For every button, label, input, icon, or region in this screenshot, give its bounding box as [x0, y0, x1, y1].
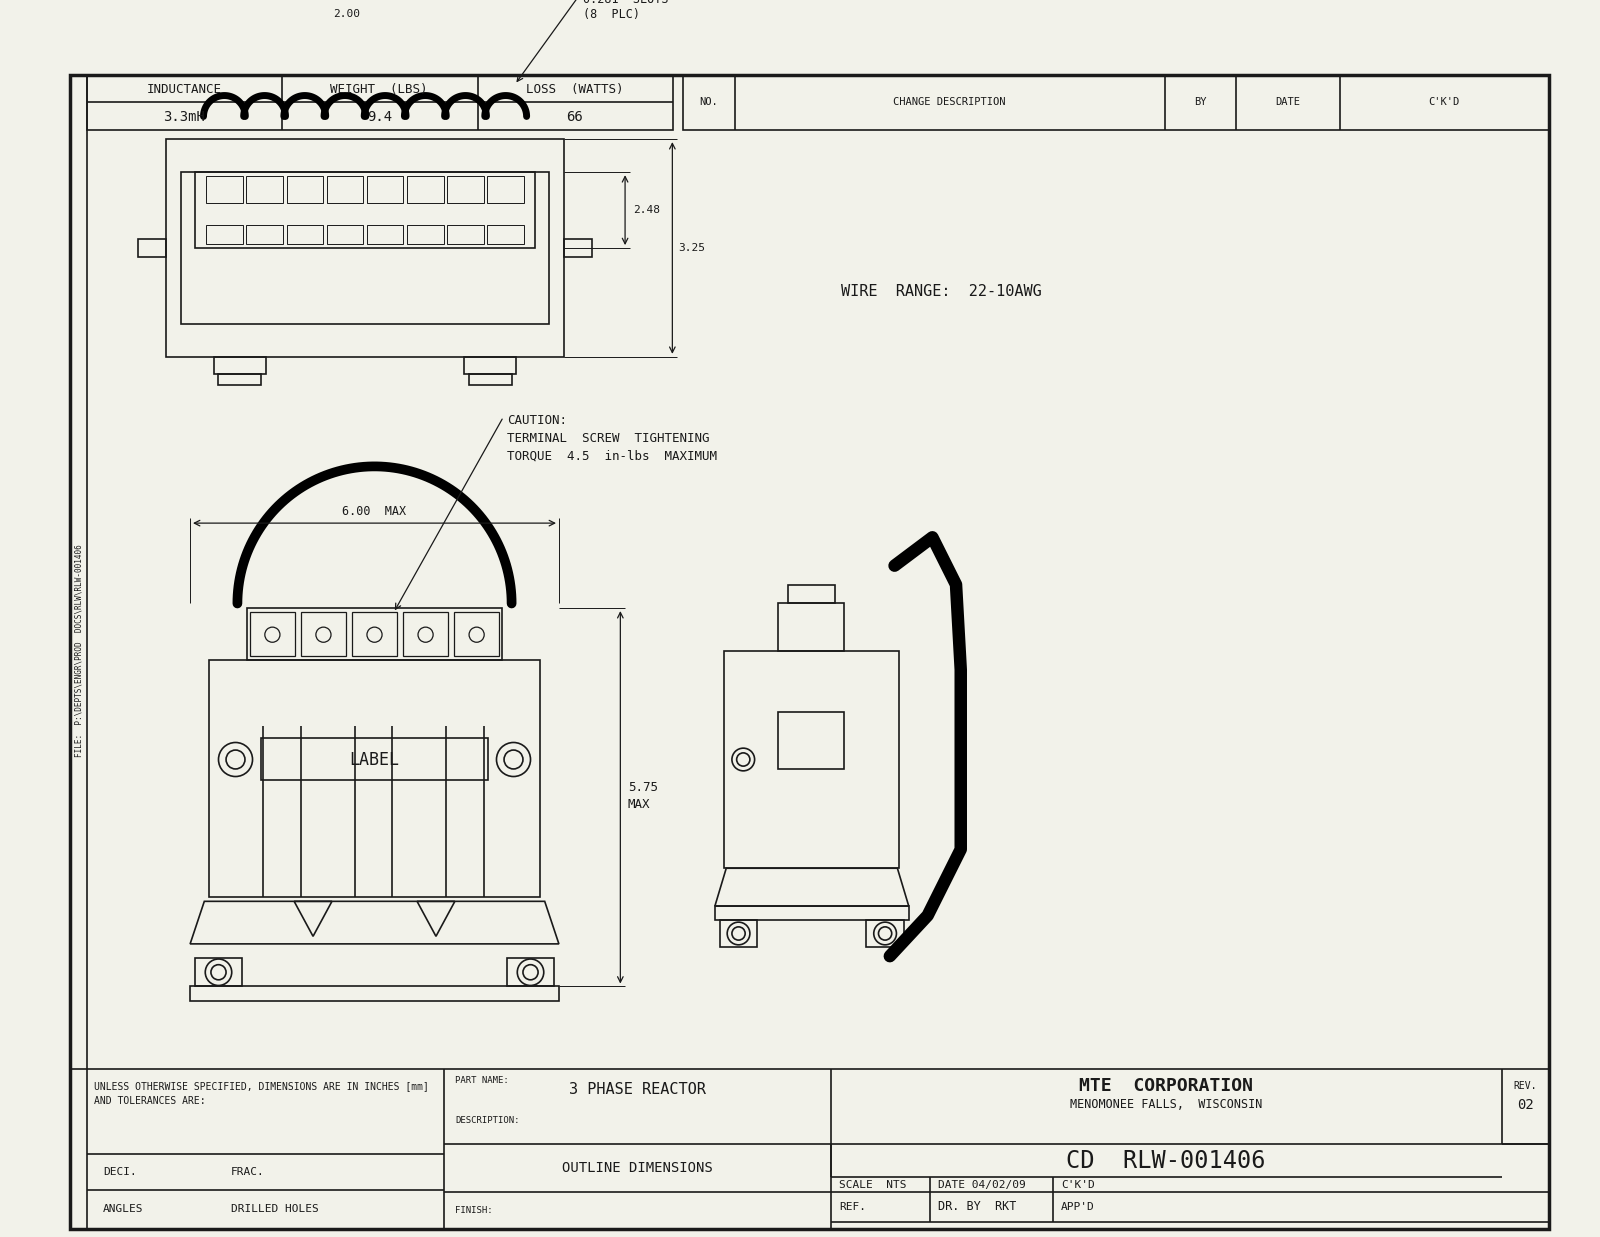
Text: DRILLED HOLES: DRILLED HOLES [230, 1204, 318, 1213]
Bar [469, 374, 512, 385]
Text: FILE:  P:\DEPTS\ENGR\PROD  DOCS\RLW\RLW-001406: FILE: P:\DEPTS\ENGR\PROD DOCS\RLW\RLW-00… [74, 544, 83, 757]
Text: NO.: NO. [699, 98, 718, 108]
Bar [403, 612, 448, 657]
Text: BY: BY [1194, 98, 1206, 108]
Bar [210, 661, 539, 897]
Text: REV.: REV. [1514, 1081, 1538, 1091]
Text: DECI.: DECI. [102, 1166, 138, 1176]
Bar [406, 225, 443, 244]
Text: MAX: MAX [627, 798, 651, 811]
Text: 66: 66 [566, 110, 584, 124]
Text: 2.48: 2.48 [632, 205, 659, 215]
Bar [219, 374, 261, 385]
Text: 3 PHASE REACTOR: 3 PHASE REACTOR [570, 1082, 706, 1097]
Bar [246, 609, 502, 661]
Bar [138, 239, 166, 257]
Text: FINISH:: FINISH: [454, 1206, 493, 1215]
Bar [448, 176, 483, 203]
Bar [866, 920, 904, 946]
Text: WIRE  RANGE:  22-10AWG: WIRE RANGE: 22-10AWG [842, 285, 1042, 299]
Text: FRAC.: FRAC. [230, 1166, 264, 1176]
Bar [286, 225, 323, 244]
Bar [366, 225, 403, 244]
Text: REF.: REF. [838, 1201, 866, 1212]
Bar [206, 225, 243, 244]
Text: PART NAME:: PART NAME: [454, 1075, 509, 1085]
Text: DR. BY  RKT: DR. BY RKT [938, 1200, 1016, 1213]
Bar [166, 140, 563, 356]
Bar [787, 585, 835, 604]
Bar [326, 176, 363, 203]
Bar [261, 737, 488, 781]
Text: 2.00: 2.00 [333, 10, 360, 20]
Bar [301, 612, 346, 657]
Bar [195, 959, 242, 986]
Bar [181, 172, 549, 324]
Bar [448, 225, 483, 244]
Text: UNLESS OTHERWISE SPECIFIED, DIMENSIONS ARE IN INCHES [mm]: UNLESS OTHERWISE SPECIFIED, DIMENSIONS A… [94, 1081, 429, 1091]
Text: 3.25: 3.25 [678, 242, 706, 254]
Text: CHANGE DESCRIPTION: CHANGE DESCRIPTION [893, 98, 1006, 108]
Text: 0.281  SLOTS
(8  PLC): 0.281 SLOTS (8 PLC) [582, 0, 669, 21]
Bar [214, 356, 266, 374]
Bar [190, 986, 558, 1001]
Bar [195, 172, 536, 247]
Text: DATE: DATE [1275, 98, 1301, 108]
Bar [488, 176, 523, 203]
Text: CAUTION:
TERMINAL  SCREW  TIGHTENING
TORQUE  4.5  in-lbs  MAXIMUM: CAUTION: TERMINAL SCREW TIGHTENING TORQU… [507, 413, 717, 463]
Bar [366, 176, 403, 203]
Bar [246, 176, 283, 203]
Text: MTE  CORPORATION: MTE CORPORATION [1078, 1076, 1253, 1095]
Bar [507, 959, 554, 986]
Text: AND TOLERANCES ARE:: AND TOLERANCES ARE: [94, 1096, 205, 1106]
Text: LOSS  (WATTS): LOSS (WATTS) [526, 83, 624, 95]
Bar [286, 176, 323, 203]
Bar [86, 75, 674, 130]
Text: 5.75: 5.75 [627, 782, 658, 794]
Bar [720, 920, 757, 946]
Bar [778, 604, 845, 651]
Bar [250, 612, 294, 657]
Bar [725, 651, 899, 868]
Text: OUTLINE DIMENSIONS: OUTLINE DIMENSIONS [562, 1162, 712, 1175]
Text: C'K'D: C'K'D [1061, 1180, 1094, 1190]
Text: APP'D: APP'D [1061, 1201, 1094, 1212]
Text: ANGLES: ANGLES [102, 1204, 144, 1213]
Text: MENOMONEE FALLS,  WISCONSIN: MENOMONEE FALLS, WISCONSIN [1070, 1098, 1262, 1111]
Bar [406, 176, 443, 203]
Bar [563, 239, 592, 257]
Bar [246, 225, 283, 244]
Bar [715, 905, 909, 920]
Text: DATE 04/02/09: DATE 04/02/09 [938, 1180, 1026, 1190]
Text: 6.00  MAX: 6.00 MAX [342, 505, 406, 518]
Bar [352, 612, 397, 657]
Bar [683, 75, 1549, 130]
Bar [778, 713, 845, 769]
Bar [206, 176, 243, 203]
Text: WEIGHT  (LBS): WEIGHT (LBS) [331, 83, 427, 95]
Text: 3.3mH: 3.3mH [163, 110, 205, 124]
Text: LABEL: LABEL [349, 751, 400, 768]
Text: CD  RLW-001406: CD RLW-001406 [1066, 1149, 1266, 1174]
Text: DESCRIPTION:: DESCRIPTION: [454, 1116, 520, 1126]
Text: SCALE  NTS: SCALE NTS [838, 1180, 906, 1190]
Text: 02: 02 [1517, 1097, 1534, 1112]
Bar [464, 356, 517, 374]
Bar [454, 612, 499, 657]
Bar [488, 225, 523, 244]
Text: INDUCTANCE: INDUCTANCE [147, 83, 222, 95]
Bar [326, 225, 363, 244]
Text: 9.4: 9.4 [366, 110, 392, 124]
Text: C'K'D: C'K'D [1429, 98, 1459, 108]
